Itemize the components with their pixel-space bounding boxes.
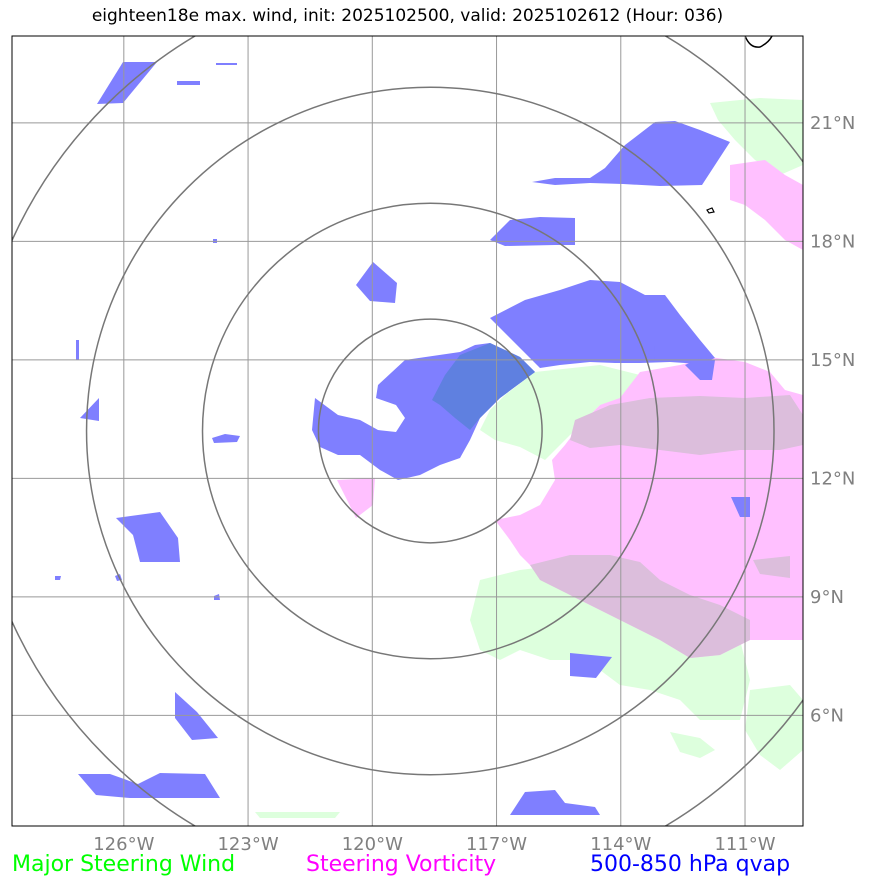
island-outline bbox=[706, 207, 715, 214]
steering-vorticity-layer bbox=[337, 160, 803, 658]
legend-steering-vorticity: Steering Vorticity bbox=[306, 852, 497, 877]
graticule bbox=[12, 36, 803, 826]
latitude-ticks: 6°N 9°N 12°N 15°N 18°N 21°N bbox=[810, 113, 855, 727]
qvap-region bbox=[212, 434, 240, 443]
qvap-region bbox=[432, 343, 535, 430]
range-ring bbox=[317, 318, 543, 544]
qvap-region bbox=[55, 576, 61, 580]
qvap-region bbox=[116, 512, 180, 562]
qvap-region bbox=[510, 790, 600, 815]
latitude-tick-label: 21°N bbox=[810, 113, 855, 134]
plot-title: eighteen18e max. wind, init: 2025102500,… bbox=[91, 6, 724, 26]
vorticity-region bbox=[730, 160, 803, 250]
legend-qvap: 500-850 hPa qvap bbox=[590, 852, 791, 877]
qvap-region bbox=[437, 438, 455, 441]
latitude-tick-label: 18°N bbox=[810, 231, 855, 252]
qvap-region bbox=[356, 262, 397, 303]
qvap-region bbox=[216, 63, 237, 65]
latitude-tick-label: 9°N bbox=[810, 587, 844, 608]
longitude-tick-label: 117°W bbox=[466, 834, 527, 855]
longitude-tick-label: 114°W bbox=[590, 834, 651, 855]
qvap-region bbox=[648, 340, 655, 362]
qvap-region bbox=[76, 340, 79, 360]
range-ring bbox=[201, 202, 659, 660]
coastline bbox=[744, 36, 773, 48]
longitude-tick-label: 120°W bbox=[342, 834, 403, 855]
range-ring bbox=[85, 86, 775, 776]
qvap-region bbox=[685, 358, 715, 380]
vorticity-wind-overlap bbox=[753, 556, 790, 578]
qvap-layer bbox=[55, 62, 750, 815]
wind-region bbox=[745, 685, 803, 770]
longitude-tick-label: 126°W bbox=[93, 834, 154, 855]
qvap-region bbox=[490, 280, 715, 368]
wind-region bbox=[710, 98, 803, 175]
map-frame bbox=[11, 35, 804, 827]
longitude-tick-label: 123°W bbox=[217, 834, 278, 855]
vorticity-wind-overlap bbox=[530, 555, 750, 658]
longitude-tick-label: 111°W bbox=[714, 834, 775, 855]
latitude-tick-label: 12°N bbox=[810, 468, 855, 489]
qvap-region bbox=[78, 773, 220, 798]
wind-region bbox=[255, 812, 340, 818]
latitude-tick-label: 15°N bbox=[810, 350, 855, 371]
vorticity-region bbox=[337, 478, 375, 518]
qvap-region bbox=[175, 692, 218, 740]
wind-region bbox=[480, 365, 640, 460]
wind-region bbox=[670, 732, 715, 758]
longitude-ticks: 126°W 123°W 120°W 117°W 114°W 111°W bbox=[93, 834, 776, 855]
qvap-region bbox=[177, 81, 200, 85]
qvap-region bbox=[532, 121, 730, 186]
legend-steering-wind: Major Steering Wind bbox=[12, 852, 236, 877]
qvap-region bbox=[80, 398, 99, 421]
latitude-tick-label: 6°N bbox=[810, 705, 844, 726]
qvap-region bbox=[570, 653, 612, 678]
